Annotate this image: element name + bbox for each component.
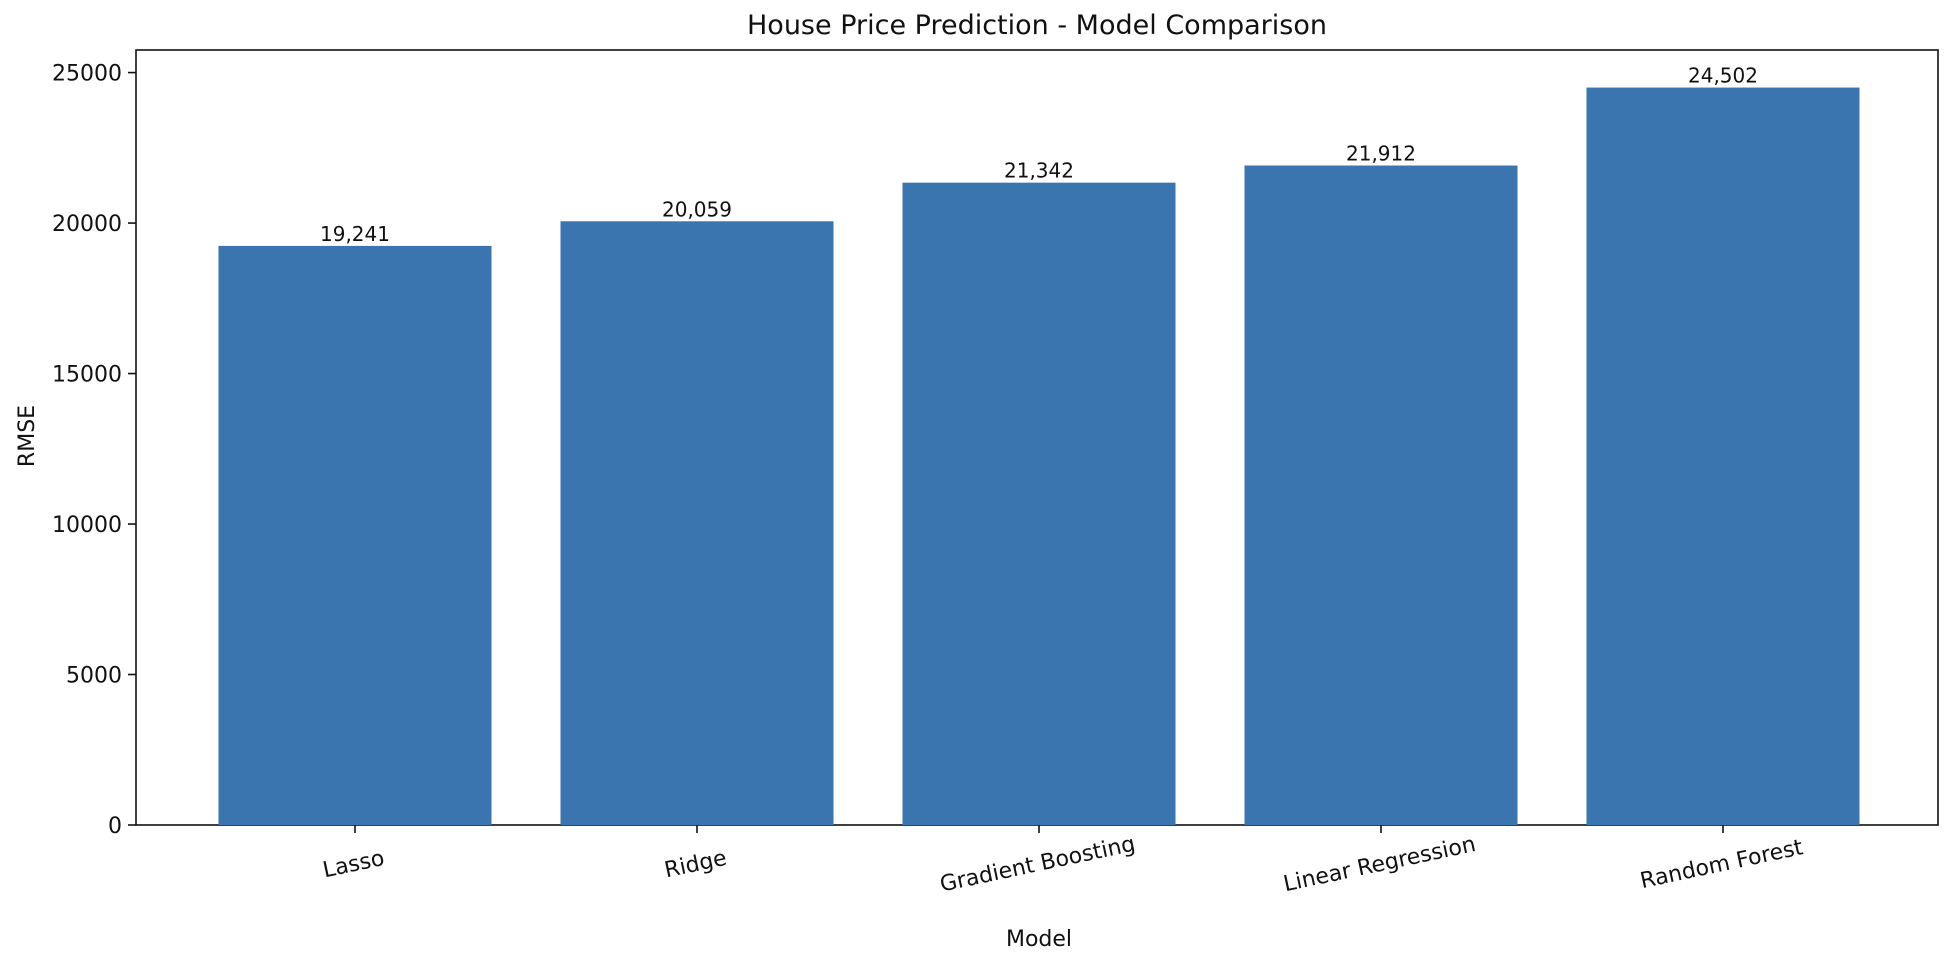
data-label: 20,059: [662, 197, 732, 221]
chart-title: House Price Prediction - Model Compariso…: [747, 10, 1327, 41]
y-tick-label: 5000: [66, 664, 122, 689]
y-tick-label: 20000: [52, 212, 122, 237]
x-tick-label: Random Forest: [1638, 835, 1806, 894]
x-tick-label: Linear Regression: [1281, 832, 1478, 897]
bar-gradient-boosting: [902, 182, 1176, 825]
data-label: 21,342: [1004, 159, 1074, 183]
bar-linear-regression: [1244, 165, 1518, 825]
y-tick-label: 0: [108, 814, 122, 839]
x-tick-label: Gradient Boosting: [938, 832, 1138, 898]
bar-lasso: [218, 245, 492, 825]
y-axis: 0 5000 10000 15000 20000 25000: [52, 62, 136, 839]
x-tick-label: Ridge: [662, 846, 729, 884]
data-label: 24,502: [1688, 64, 1758, 88]
bar-series: [218, 87, 1860, 826]
bar-random-forest: [1586, 87, 1860, 826]
y-tick-label: 10000: [52, 513, 122, 538]
x-axis: Lasso Ridge Gradient Boosting Linear Regres…: [321, 825, 1806, 898]
x-axis-label: Model: [1006, 927, 1072, 952]
y-axis-label: RMSE: [15, 405, 40, 467]
bar-ridge: [560, 221, 834, 825]
x-tick-label: Lasso: [321, 846, 387, 883]
data-label-group: 19,241 20,059 21,342 21,912 24,502: [320, 64, 1758, 246]
y-tick-label: 25000: [52, 62, 122, 87]
data-label: 19,241: [320, 222, 390, 246]
y-tick-label: 15000: [52, 363, 122, 388]
data-label: 21,912: [1346, 142, 1416, 166]
